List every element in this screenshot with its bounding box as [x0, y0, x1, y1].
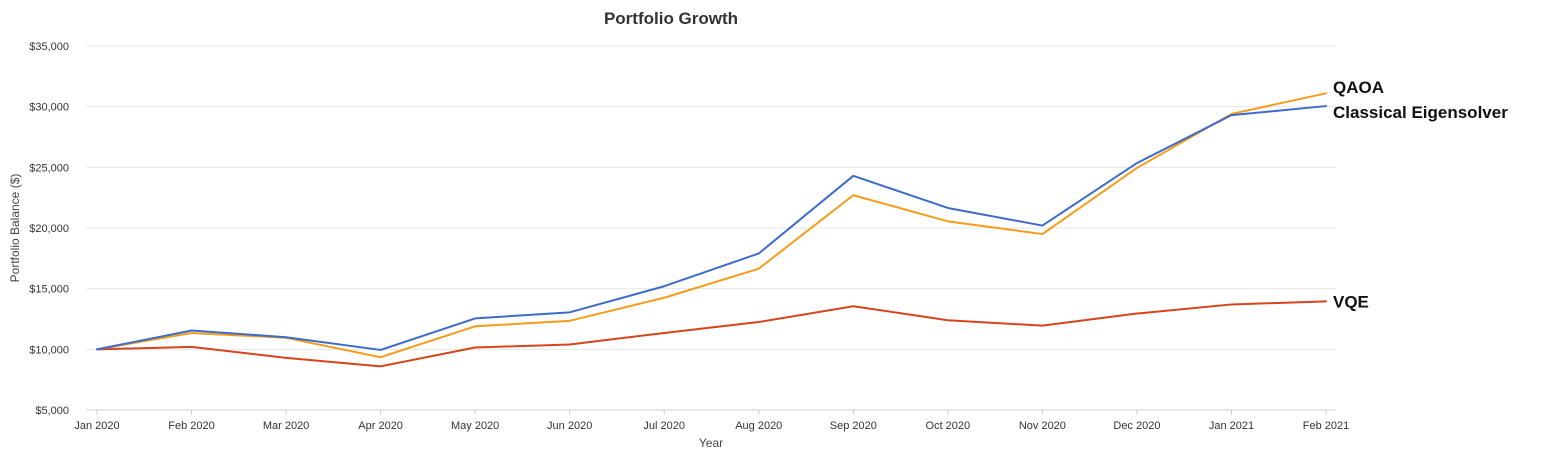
x-tick-label: Jun 2020 — [547, 420, 592, 432]
x-axis-title: Year — [699, 436, 723, 450]
axes: $5,000 $10,000 $15,000 $20,000 $25,000 $30,00… — [29, 41, 1349, 432]
series-line-qaoa — [96, 92, 1327, 359]
gridlines — [86, 45, 1336, 350]
x-tick-label: Apr 2020 — [358, 420, 403, 432]
y-tick-label: $35,000 — [29, 41, 69, 53]
x-tick-label: Aug 2020 — [735, 420, 782, 432]
y-tick-label: $5,000 — [35, 405, 69, 417]
x-tick-label: Feb 2021 — [1303, 420, 1349, 432]
y-tick-label: $10,000 — [29, 344, 69, 356]
y-tick-label: $15,000 — [29, 284, 69, 296]
series-labels: QAOA Classical Eigensolver VQE — [1333, 78, 1508, 311]
x-tick-label: Jan 2020 — [74, 420, 119, 432]
series-line-classical-eigensolver — [96, 105, 1327, 351]
series-label-qaoa: QAOA — [1333, 78, 1384, 97]
x-tick-label: Jul 2020 — [643, 420, 685, 432]
series-line-vqe — [96, 300, 1327, 368]
x-tick-label: Jan 2021 — [1209, 420, 1254, 432]
x-tick-label: May 2020 — [451, 420, 499, 432]
x-tick-label: Dec 2020 — [1113, 420, 1160, 432]
x-tick-label: Nov 2020 — [1019, 420, 1066, 432]
series-label-vqe: VQE — [1333, 292, 1369, 311]
x-tick-label: Sep 2020 — [830, 420, 877, 432]
series-lines — [96, 92, 1327, 368]
y-tick-label: $20,000 — [29, 223, 69, 235]
series-label-classical-eigensolver: Classical Eigensolver — [1333, 103, 1508, 122]
chart-title: Portfolio Growth — [604, 9, 738, 28]
y-tick-label: $25,000 — [29, 162, 69, 174]
y-tick-label: $30,000 — [29, 102, 69, 114]
x-tick-label: Oct 2020 — [926, 420, 971, 432]
y-axis-title: Portfolio Balance ($) — [8, 174, 22, 283]
x-tick-label: Mar 2020 — [263, 420, 309, 432]
x-tick-label: Feb 2020 — [168, 420, 214, 432]
